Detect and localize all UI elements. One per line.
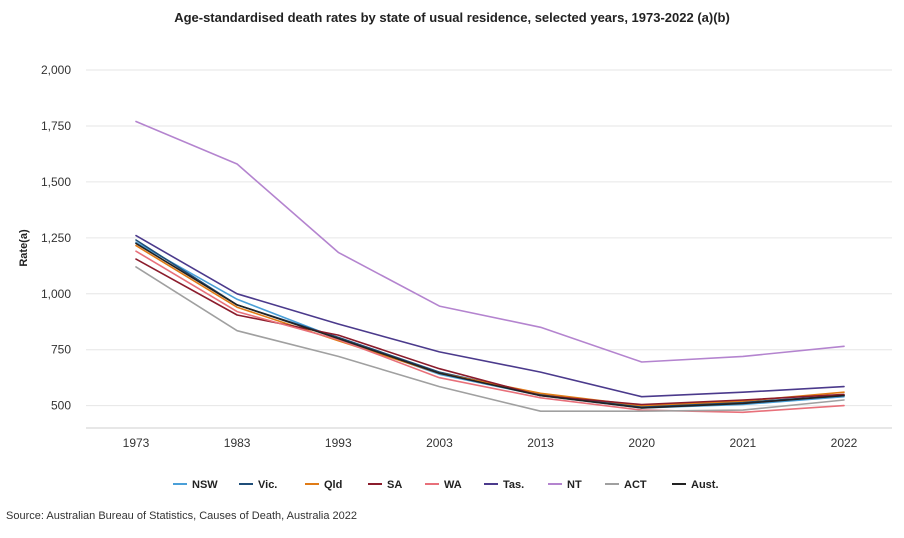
legend-label: ACT	[624, 479, 647, 491]
legend-label: WA	[444, 479, 462, 491]
legend-item: Aust.	[672, 479, 719, 491]
legend-item: SA	[368, 479, 402, 491]
legend-label: Qld	[324, 479, 342, 491]
series-line-nt	[135, 120, 845, 363]
series-line-act	[135, 266, 845, 413]
axes: 500 750 1,000 1,250 1,500 1,750 2,000 1973 1983 1…	[41, 63, 892, 450]
y-tick-label: 1,500	[41, 175, 71, 189]
x-tick-label: 2020	[628, 436, 655, 450]
x-tick-label: 2003	[426, 436, 453, 450]
legend-label: NT	[567, 479, 582, 491]
legend-label: SA	[387, 479, 402, 491]
legend-label: Aust.	[691, 479, 719, 491]
x-tick-label: 2013	[527, 436, 554, 450]
x-tick-label: 2021	[730, 436, 757, 450]
series-line-aust	[135, 242, 845, 409]
legend-item: NSW	[173, 479, 218, 491]
legend-label: Tas.	[503, 479, 524, 491]
y-tick-label: 1,750	[41, 119, 71, 133]
x-tick-label: 1973	[123, 436, 150, 450]
legend: NSW Vic. Qld SA WA Tas. NT ACT Aust.	[173, 479, 719, 491]
y-tick-label: 2,000	[41, 63, 71, 77]
legend-label: NSW	[192, 479, 218, 491]
series-line-wa	[135, 250, 845, 414]
y-axis-title: Rate(a)	[18, 229, 30, 267]
series-line-qld	[135, 244, 845, 407]
legend-item: Tas.	[484, 479, 524, 491]
chart-title: Age-standardised death rates by state of…	[174, 10, 730, 25]
series-lines	[135, 120, 845, 414]
legend-item: Vic.	[239, 479, 277, 491]
legend-label: Vic.	[258, 479, 277, 491]
x-tick-label: 2022	[831, 436, 858, 450]
legend-item: Qld	[305, 479, 342, 491]
series-line-sa	[135, 258, 845, 406]
legend-item: WA	[425, 479, 462, 491]
source-note: Source: Australian Bureau of Statistics,…	[6, 510, 357, 522]
x-tick-label: 1993	[325, 436, 352, 450]
legend-item: NT	[548, 479, 582, 491]
y-tick-label: 1,250	[41, 231, 71, 245]
y-tick-label: 500	[51, 399, 71, 413]
gridlines	[86, 69, 892, 407]
legend-item: ACT	[605, 479, 647, 491]
y-tick-label: 750	[51, 343, 71, 357]
x-tick-label: 1983	[224, 436, 251, 450]
series-line-tas	[135, 234, 845, 398]
y-tick-label: 1,000	[41, 287, 71, 301]
